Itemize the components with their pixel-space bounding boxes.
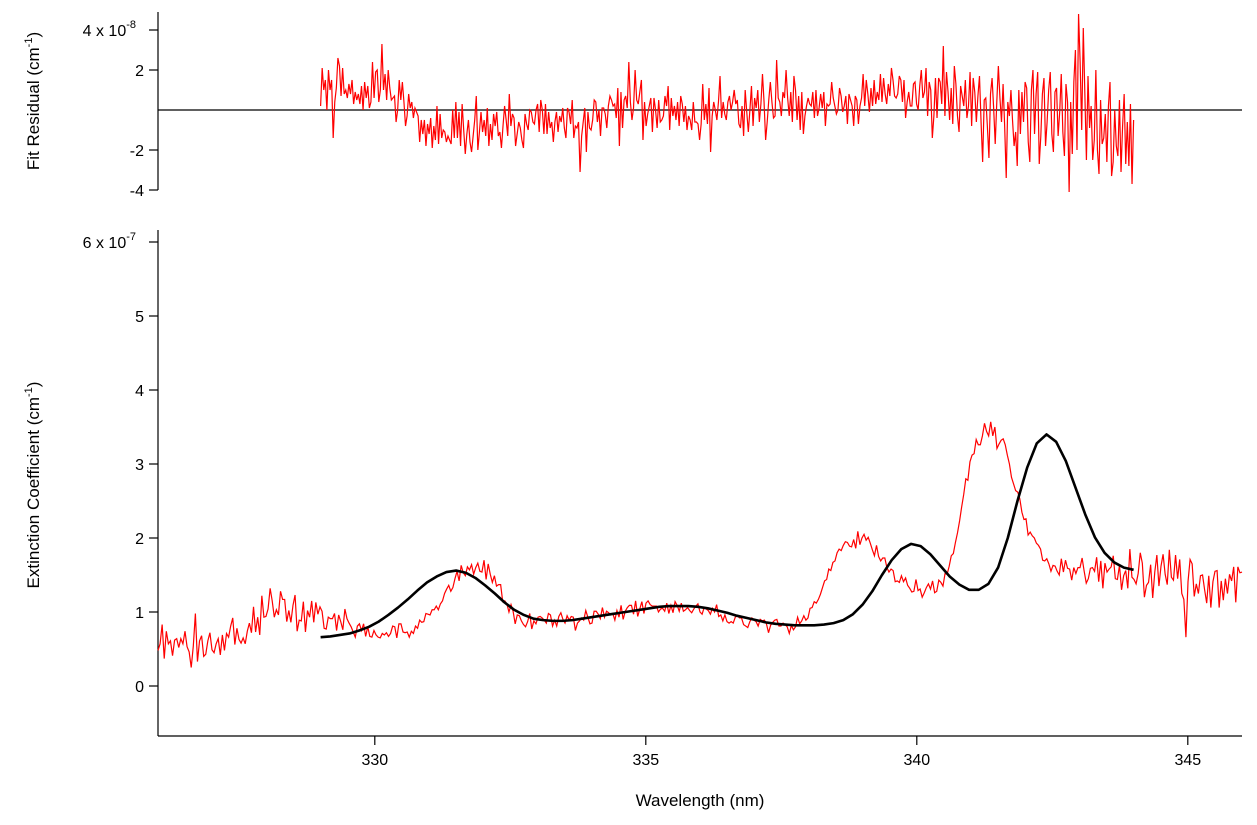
- x-tick-label: 330: [361, 752, 388, 769]
- x-axis-title: Wavelength (nm): [636, 791, 765, 810]
- extinction-y-axis-title: Extinction Coefficient (cm-1): [23, 382, 43, 589]
- residual-y-tick-label: 4 x 10-8: [83, 19, 136, 40]
- residual-y-tick-label: -4: [130, 183, 144, 200]
- residual-y-axis-title: Fit Residual (cm-1): [23, 32, 43, 170]
- extinction-y-tick-label: 3: [135, 457, 144, 474]
- extinction-y-tick-label: 5: [135, 309, 144, 326]
- x-tick-label: 340: [903, 752, 930, 769]
- residual-panel: 4 x 10-8 2 -2 -4 Fit Residual (cm-1): [23, 12, 1242, 200]
- residual-y-tick-label: 2: [135, 63, 144, 80]
- residual-series: [320, 13, 1135, 193]
- extinction-panel: 6 x 10-7 5 4 3 2 1 0 330 335 340 345 Extinction C…: [23, 230, 1243, 810]
- x-tick-label: 335: [632, 752, 659, 769]
- extinction-y-tick-label: 1: [135, 605, 144, 622]
- extinction-y-tick-label: 2: [135, 531, 144, 548]
- extinction-y-ticks: 6 x 10-7 5 4 3 2 1 0: [83, 231, 158, 696]
- extinction-y-tick-label: 6 x 10-7: [83, 231, 136, 252]
- x-tick-label: 345: [1174, 752, 1201, 769]
- extinction-y-tick-label: 4: [135, 383, 144, 400]
- residual-y-tick-label: -2: [130, 143, 144, 160]
- extinction-measured-series: [157, 421, 1243, 668]
- extinction-fit-series: [320, 433, 1134, 639]
- extinction-y-tick-label: 0: [135, 679, 144, 696]
- residual-y-ticks: 4 x 10-8 2 -2 -4: [83, 19, 158, 200]
- x-ticks: 330 335 340 345: [361, 736, 1201, 769]
